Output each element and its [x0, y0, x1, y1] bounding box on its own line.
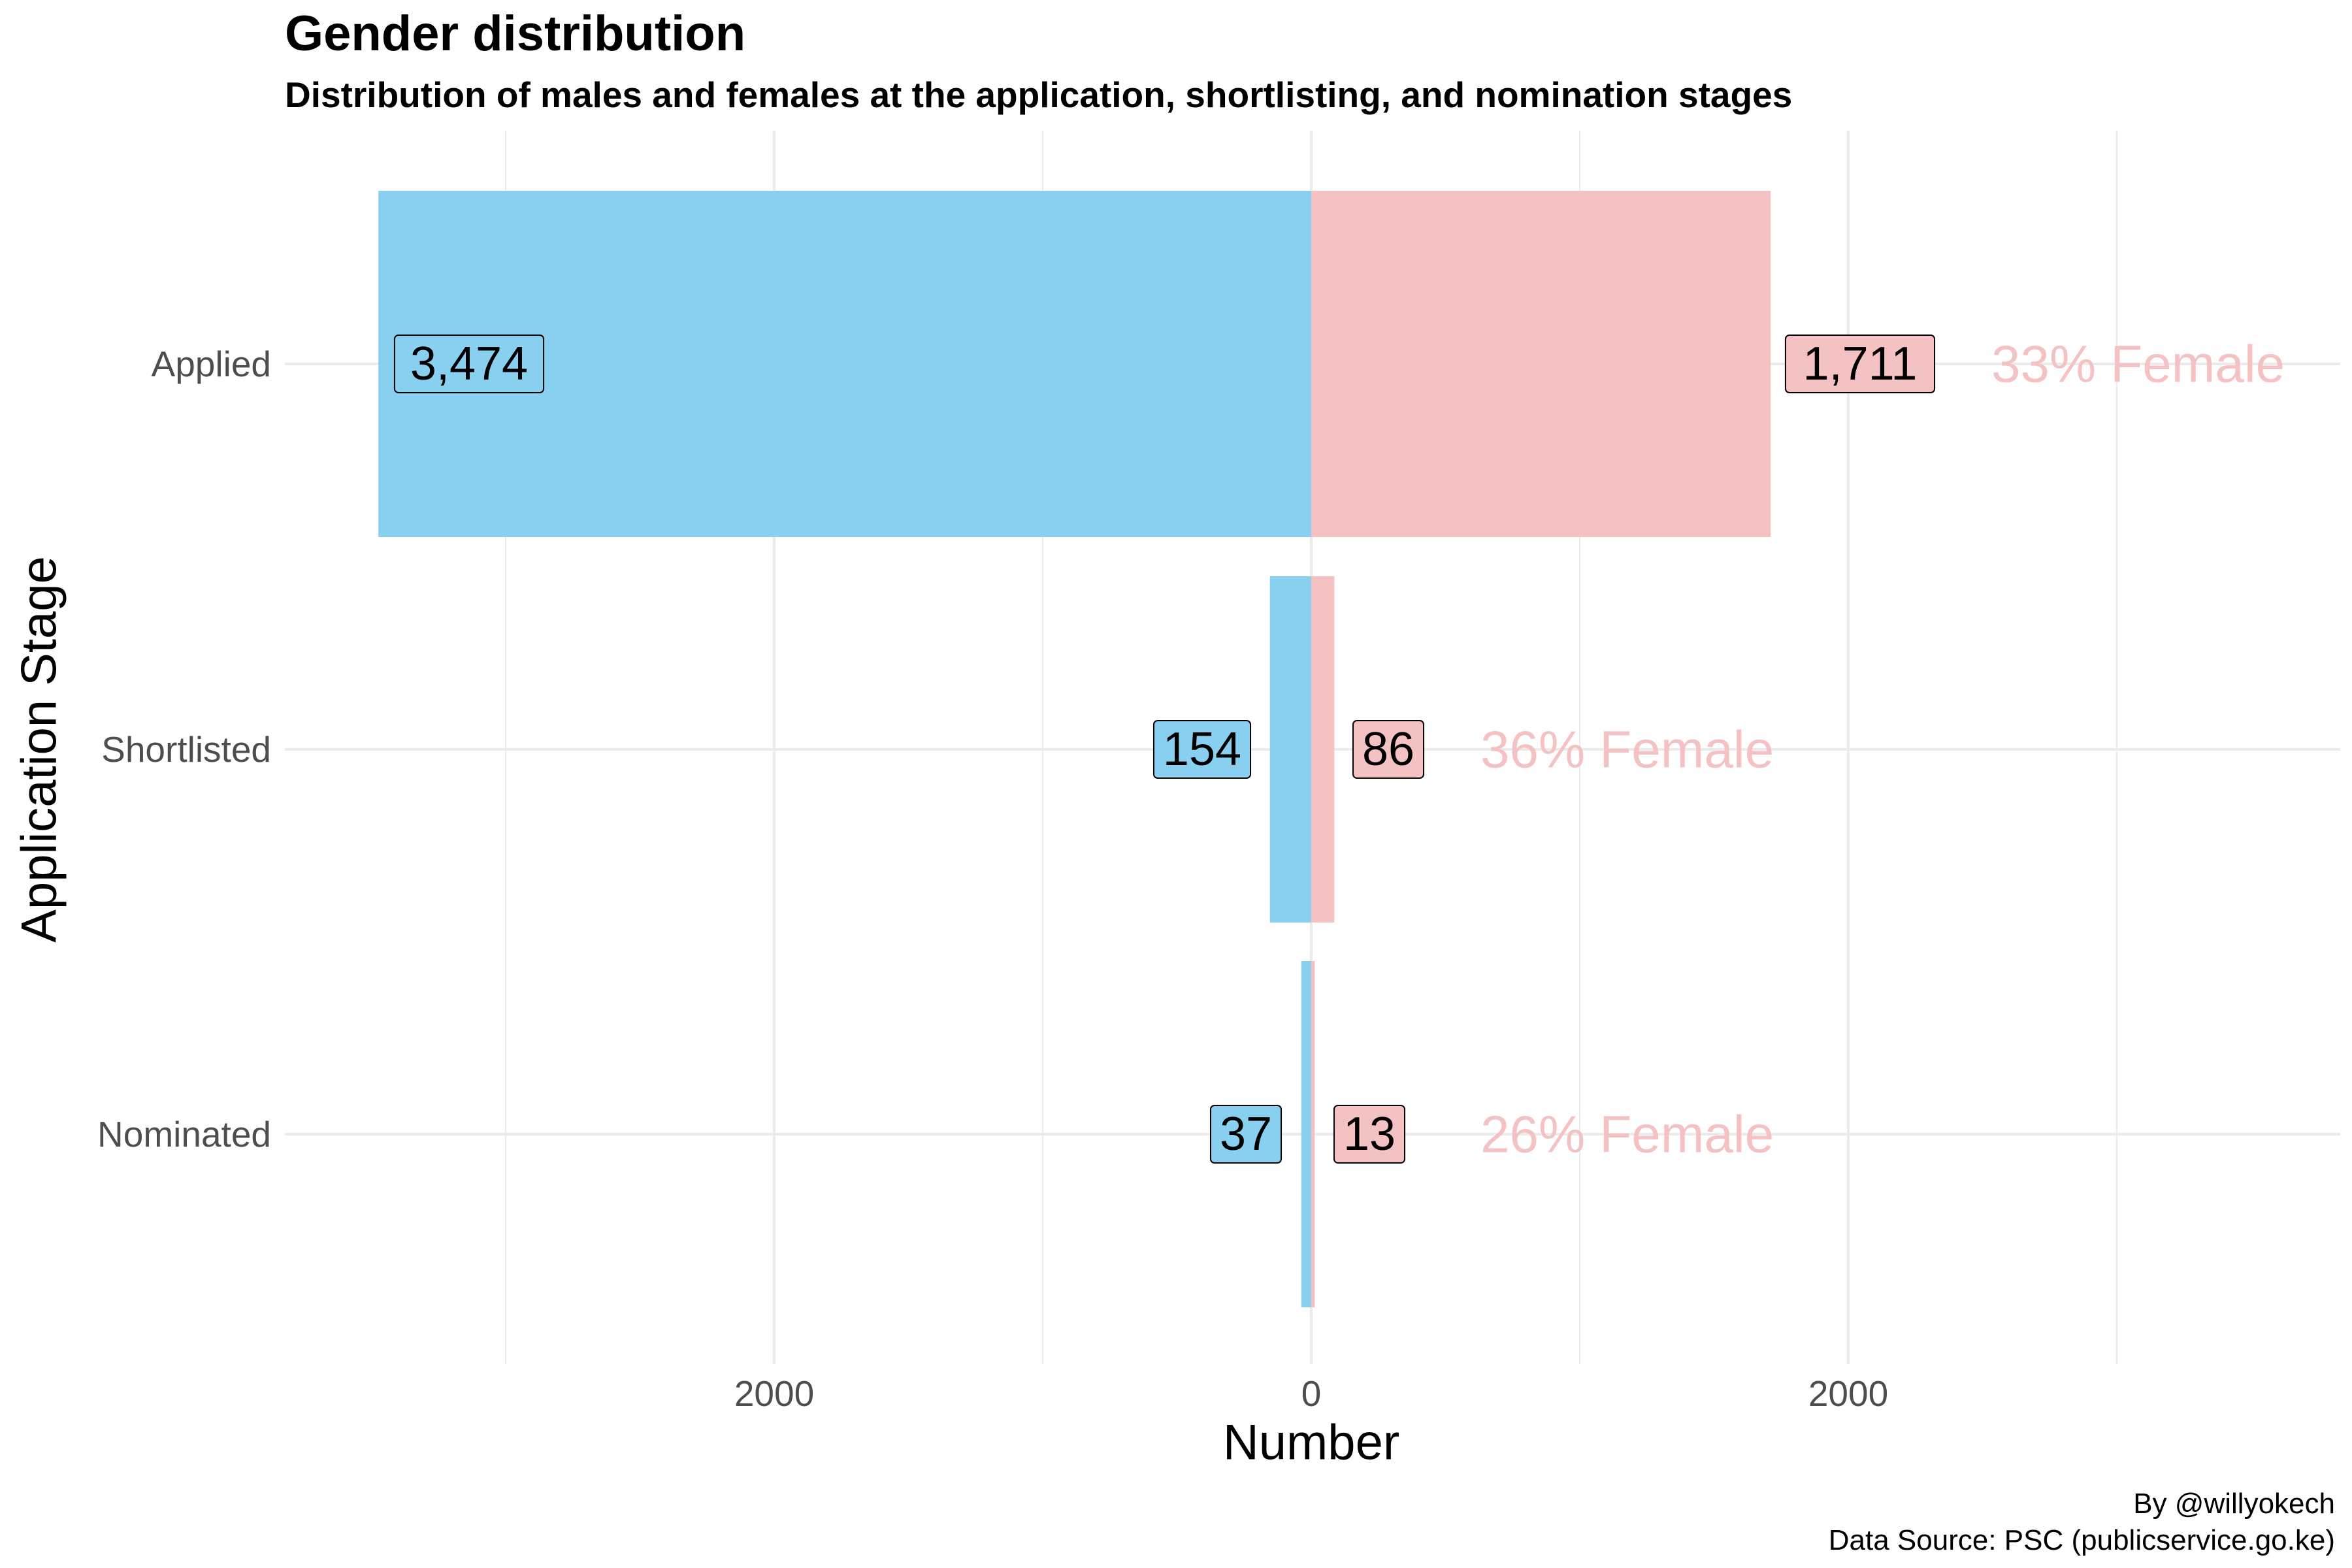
y-tick-label-shortlisted: Shortlisted	[101, 729, 271, 770]
y-tick-label-applied: Applied	[152, 344, 271, 384]
bar-male-nominated	[1301, 961, 1311, 1307]
value-label-male-nominated-box	[1209, 1105, 1282, 1164]
chart-title: Gender distribution	[285, 6, 746, 61]
x-tick-label-1: 0	[1301, 1373, 1322, 1414]
value-label-female-applied: 1,711	[1803, 338, 1918, 390]
x-axis-title: Number	[1223, 1415, 1399, 1471]
value-label-male-shortlisted-box	[1152, 720, 1252, 779]
caption-source: Data Source: PSC (publicservice.go.ke)	[1828, 1524, 2335, 1556]
bar-male-shortlisted	[1269, 576, 1311, 923]
value-label-female-shortlisted-box	[1352, 720, 1425, 779]
value-label-female-nominated-box	[1333, 1105, 1406, 1164]
x-tick-label-0: 2000	[734, 1373, 814, 1414]
value-label-female-nominated: 13	[1343, 1108, 1396, 1160]
value-label-male-applied: 3,474	[410, 338, 528, 390]
chart-subtitle: Distribution of males and females at the…	[285, 74, 1793, 115]
bar-female-applied	[1311, 191, 1771, 537]
annotation-pct-female-applied: 33% Female	[1991, 335, 2285, 393]
value-label-female-applied-box	[1784, 335, 1936, 393]
caption-author: By @willyokech	[2133, 1488, 2335, 1520]
value-label-male-applied-box	[393, 335, 545, 393]
y-axis-title: Application Stage	[12, 556, 67, 943]
bar-female-shortlisted	[1311, 576, 1335, 923]
value-label-male-shortlisted: 154	[1163, 723, 1241, 776]
y-tick-label-nominated: Nominated	[97, 1114, 271, 1154]
annotation-pct-female-shortlisted: 36% Female	[1480, 721, 1774, 779]
value-label-female-shortlisted: 86	[1362, 723, 1414, 776]
value-label-male-nominated: 37	[1220, 1108, 1272, 1160]
bar-female-nominated	[1311, 961, 1315, 1307]
x-tick-label-2: 2000	[1808, 1373, 1888, 1414]
annotation-pct-female-nominated: 26% Female	[1480, 1105, 1774, 1164]
